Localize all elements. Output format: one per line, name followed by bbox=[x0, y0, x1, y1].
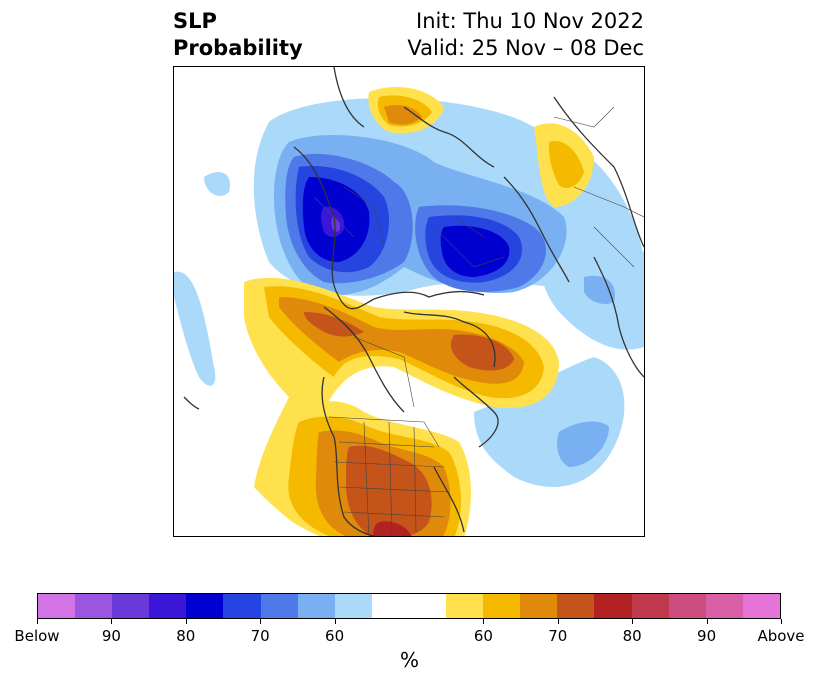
colorbar-unit-label: % bbox=[399, 648, 419, 672]
colorbar-segment bbox=[112, 594, 150, 618]
above-75-region-hudson bbox=[450, 334, 514, 371]
colorbar-tick-label: 90 bbox=[697, 627, 717, 645]
map-canvas bbox=[174, 67, 644, 536]
probability-map bbox=[173, 66, 645, 537]
above-80-region-gulf bbox=[373, 521, 412, 536]
colorbar-segment bbox=[223, 594, 261, 618]
colorbar-segment bbox=[668, 594, 706, 618]
below-90-region-east bbox=[440, 225, 510, 277]
colorbar-segment bbox=[334, 594, 372, 618]
colorbar-tick-label: Above bbox=[757, 627, 805, 645]
title-variable: SLP bbox=[173, 9, 217, 33]
colorbar-segment bbox=[408, 594, 447, 618]
below-70-region-atlantic bbox=[557, 421, 609, 467]
colorbar-tick-label: 70 bbox=[250, 627, 270, 645]
colorbar-segment bbox=[371, 594, 409, 618]
outside-domain-region bbox=[174, 367, 312, 536]
colorbar-segment bbox=[520, 594, 558, 618]
above-70-region-north bbox=[384, 105, 422, 125]
colorbar-segment bbox=[705, 594, 743, 618]
colorbar-segment bbox=[260, 594, 298, 618]
colorbar-tick-mark bbox=[558, 619, 559, 624]
colorbar-tick-mark bbox=[632, 619, 633, 624]
title-metric: Probability bbox=[173, 36, 303, 60]
colorbar-segment bbox=[742, 594, 780, 618]
colorbar bbox=[37, 593, 781, 619]
colorbar-segment bbox=[149, 594, 187, 618]
colorbar-segment bbox=[297, 594, 335, 618]
colorbar-tick-label: 80 bbox=[176, 627, 196, 645]
colorbar-tick-label: 90 bbox=[101, 627, 121, 645]
colorbar-segment bbox=[557, 594, 595, 618]
below-60-region-west bbox=[204, 172, 230, 197]
chart-title-right: Init: Thu 10 Nov 2022 Valid: 25 Nov – 08… bbox=[407, 8, 644, 62]
colorbar-tick-mark bbox=[707, 619, 708, 624]
colorbar-segment bbox=[186, 594, 224, 618]
colorbar-tick-label: 70 bbox=[548, 627, 568, 645]
chart-title-left: SLP Probability bbox=[173, 8, 303, 62]
colorbar-tick-mark bbox=[781, 619, 782, 624]
above-65-region-northeast bbox=[548, 141, 584, 189]
colorbar-segment bbox=[483, 594, 521, 618]
colorbar-tick-mark bbox=[37, 619, 38, 624]
colorbar-tick-label: 80 bbox=[622, 627, 642, 645]
init-date: Init: Thu 10 Nov 2022 bbox=[416, 9, 644, 33]
political-borders bbox=[313, 106, 644, 536]
colorbar-tick-mark bbox=[335, 619, 336, 624]
below-60-region-bering bbox=[174, 271, 216, 386]
below-70-region-east bbox=[584, 275, 615, 304]
colorbar-segment bbox=[75, 594, 113, 618]
colorbar-tick-mark bbox=[260, 619, 261, 624]
colorbar-tick-label: 60 bbox=[473, 627, 493, 645]
colorbar-segment bbox=[594, 594, 632, 618]
colorbar-tick-mark bbox=[186, 619, 187, 624]
colorbar-segment bbox=[38, 594, 76, 618]
colorbar-segment bbox=[446, 594, 484, 618]
colorbar-tick-mark bbox=[483, 619, 484, 624]
above-75-region-pacific bbox=[304, 312, 364, 337]
colorbar-segment bbox=[631, 594, 669, 618]
colorbar-tick-mark bbox=[111, 619, 112, 624]
colorbar-tick-label: 60 bbox=[325, 627, 345, 645]
colorbar-tick-label: Below bbox=[14, 627, 60, 645]
valid-range: Valid: 25 Nov – 08 Dec bbox=[407, 36, 644, 60]
coastlines bbox=[183, 67, 644, 536]
